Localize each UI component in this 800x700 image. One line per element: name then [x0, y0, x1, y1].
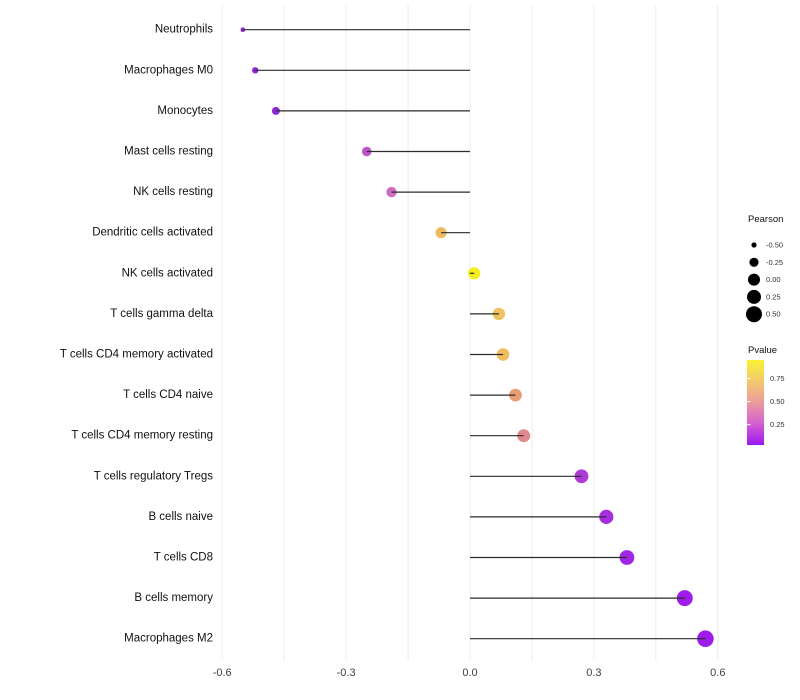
x-axis-tick-label: 0.6 — [710, 667, 725, 679]
legend-pearson-label: 0.50 — [766, 310, 781, 319]
legend-pearson-title: Pearson — [748, 214, 783, 225]
legend-pearson-dot — [748, 273, 760, 286]
lollipop-dot — [496, 348, 510, 361]
legend-pearson-dot — [751, 242, 757, 248]
legend-pearson-dot — [749, 257, 759, 267]
legend-pearson-dot — [746, 306, 762, 323]
legend-pvalue-label: 0.75 — [770, 374, 785, 383]
row-label: Macrophages M2 — [124, 633, 213, 645]
legend-pearson-label: 0.00 — [766, 275, 781, 284]
legend-pearson-label: 0.25 — [766, 292, 781, 301]
row-label: T cells CD4 naive — [123, 389, 213, 401]
row-label: T cells regulatory Tregs — [94, 470, 214, 482]
row-label: T cells CD8 — [154, 552, 213, 564]
x-axis-tick-label: 0.3 — [586, 667, 601, 679]
rows: Neutrophils Macrophages M0 Monocytes Mast c… — [60, 24, 714, 647]
legend-pvalue-label: 0.25 — [770, 420, 785, 429]
row-label: T cells CD4 memory resting — [71, 430, 213, 442]
x-axis-tick-label: -0.3 — [337, 667, 356, 679]
legend-pvalue-label: 0.50 — [770, 397, 785, 406]
x-axis-tick-label: -0.6 — [213, 667, 232, 679]
row-label: Mast cells resting — [124, 146, 213, 158]
legend-pearson-label: -0.25 — [766, 258, 783, 267]
legend-pearson-dot — [747, 289, 761, 304]
legend-pvalue-gradient-bar — [747, 360, 764, 445]
gridlines — [221, 5, 719, 660]
legend-pearson-label: -0.50 — [766, 241, 783, 250]
row-label: Monocytes — [157, 105, 213, 117]
lollipop-dot — [386, 186, 397, 198]
row-label: T cells CD4 memory activated — [60, 349, 213, 361]
row-label: B cells naive — [148, 511, 213, 523]
row-label: NK cells resting — [133, 186, 213, 198]
row-label: Dendritic cells activated — [92, 227, 213, 239]
legend-pvalue: Pvalue 0.75 0.50 0.25 — [747, 345, 785, 445]
row-label: Macrophages M0 — [124, 64, 213, 76]
x-axis-tick-label: 0.0 — [462, 667, 477, 679]
legend-pearson: Pearson -0.50 -0.25 0.00 0.25 0.50 — [746, 214, 783, 323]
lollipop-dot — [599, 509, 614, 524]
row-label: Neutrophils — [155, 24, 213, 36]
row-label: NK cells activated — [122, 267, 213, 279]
legend-pvalue-title: Pvalue — [748, 345, 777, 356]
row-label: B cells memory — [134, 592, 213, 604]
row-label: T cells gamma delta — [110, 308, 213, 320]
x-axis: -0.6 -0.3 0.0 0.3 0.6 — [213, 667, 726, 679]
